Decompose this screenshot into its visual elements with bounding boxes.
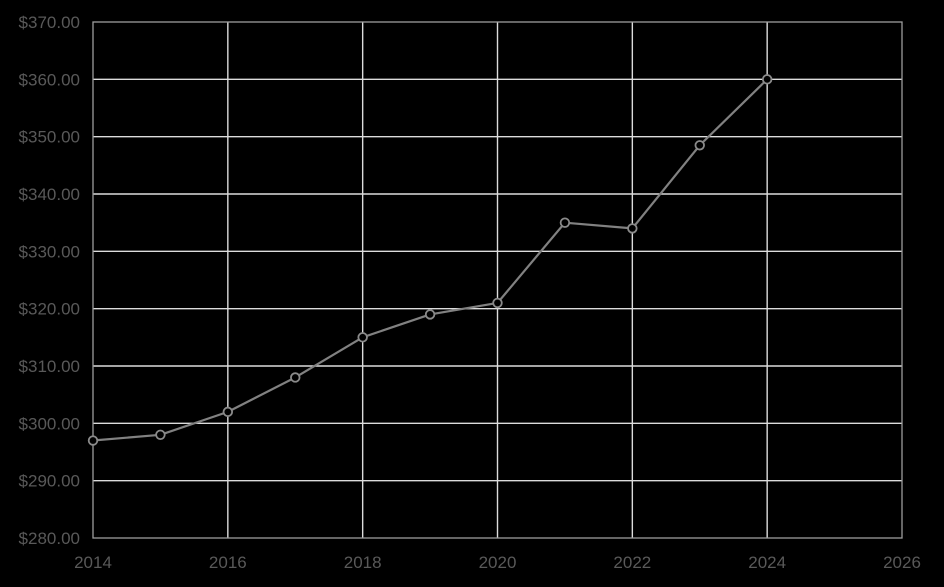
y-axis-tick-label: $340.00 (19, 185, 80, 204)
y-axis-tick-label: $360.00 (19, 70, 80, 89)
data-point-marker (559, 217, 571, 228)
y-axis-tick-label: $310.00 (19, 357, 80, 376)
y-axis-tick-label: $370.00 (19, 13, 80, 32)
y-axis-tick-label: $290.00 (19, 472, 80, 491)
plot-border (92, 21, 903, 539)
data-point-marker (761, 74, 773, 85)
data-point-marker (290, 372, 301, 383)
y-axis-tick-label: $330.00 (19, 242, 80, 261)
y-axis-tick-label: $300.00 (19, 414, 80, 433)
y-axis-tick-label: $320.00 (19, 300, 80, 319)
data-point-marker (492, 297, 503, 309)
y-axis-tick-label: $350.00 (19, 128, 80, 147)
x-axis-tick-label: 2026 (883, 553, 921, 572)
data-point-marker (627, 223, 638, 234)
x-axis-tick-label: 2020 (479, 553, 517, 572)
data-point-marker (155, 429, 166, 441)
x-axis-tick-label: 2018 (344, 553, 382, 572)
data-point-marker (222, 406, 234, 418)
data-point-marker (424, 309, 436, 320)
x-axis-tick-label: 2016 (209, 553, 247, 572)
y-axis-tick-label: $280.00 (19, 529, 80, 548)
x-axis-tick-label: 2014 (74, 553, 112, 572)
data-point-marker (694, 140, 705, 151)
data-point-marker (87, 435, 99, 446)
x-axis-tick-label: 2022 (613, 553, 651, 572)
x-axis-tick-label: 2024 (748, 553, 786, 572)
data-point-marker (357, 332, 368, 343)
